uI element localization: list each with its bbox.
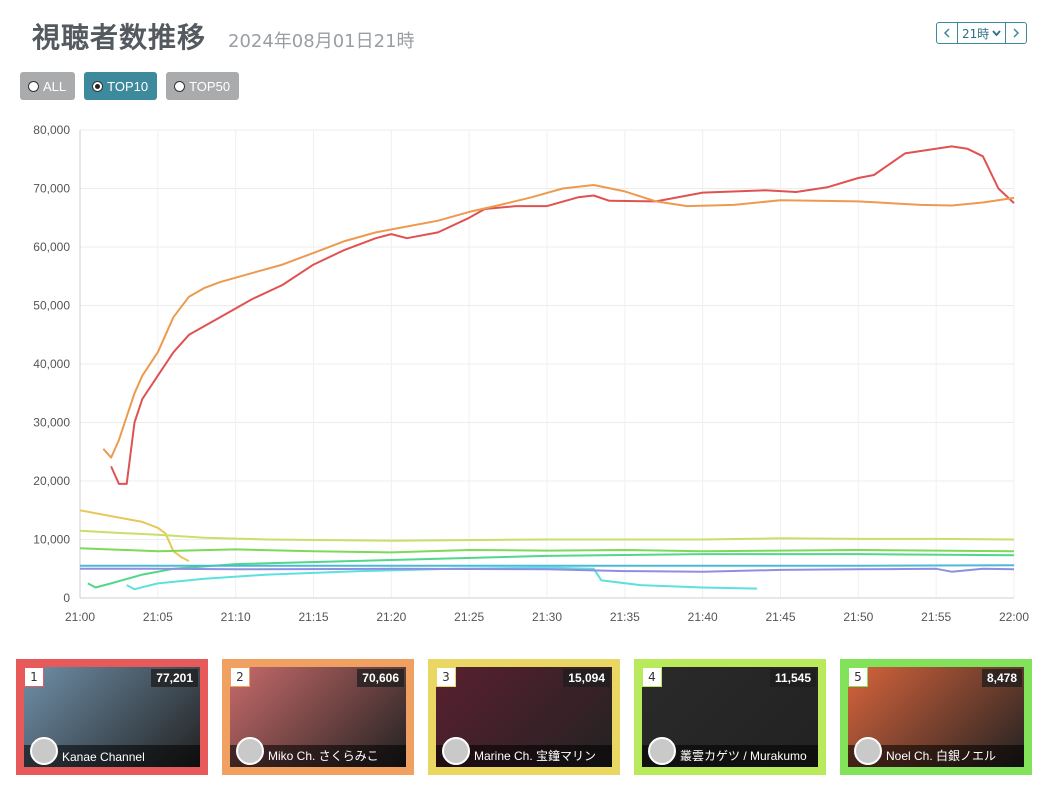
series-line-3 [79, 509, 190, 562]
x-tick-label: 21:05 [143, 610, 173, 624]
series-line-4 [79, 529, 1015, 542]
chevron-right-icon [1013, 28, 1020, 38]
x-tick-label: 21:00 [65, 610, 95, 624]
rank-badge: 3 [436, 667, 456, 687]
filter-label: TOP10 [107, 78, 149, 94]
y-tick-label: 80,000 [33, 123, 70, 137]
avatar [236, 737, 264, 765]
series-line-1 [110, 145, 1015, 485]
channel-name: Miko Ch. さくらみこ [268, 749, 379, 763]
filter-label: TOP50 [189, 78, 231, 94]
filter-top10[interactable]: TOP10 [84, 72, 158, 100]
series-line-9 [80, 567, 1015, 573]
channel-card-2[interactable]: 2 70,606 Miko Ch. さくらみこ [222, 659, 414, 775]
channel-name: Marine Ch. 宝鐘マリン [474, 749, 597, 763]
y-tick-label: 70,000 [33, 182, 70, 196]
page-subtitle: 2024年08月01日21時 [228, 31, 415, 52]
viewer-trend-chart: 0 10,000 20,000 30,000 40,000 50,000 60,000 70,… [33, 123, 1029, 624]
channel-name-bar [642, 745, 818, 767]
y-tick-label: 10,000 [33, 533, 70, 547]
x-tick-label: 21:15 [298, 610, 328, 624]
channel-card-1[interactable]: 1 77,201 Kanae Channel [16, 659, 208, 775]
radio-icon [28, 80, 39, 92]
chevron-down-icon [992, 30, 1001, 36]
rank-badge: 5 [848, 667, 868, 687]
y-tick-label: 30,000 [33, 416, 70, 430]
x-tick-label: 21:30 [532, 610, 562, 624]
avatar [854, 737, 882, 765]
avatar [648, 737, 676, 765]
x-tick-label: 21:35 [610, 610, 640, 624]
viewer-count: 15,094 [563, 669, 610, 687]
chevron-left-icon [943, 28, 950, 38]
viewer-count: 11,545 [769, 669, 816, 687]
y-tick-label: 0 [63, 591, 70, 605]
series-line-5 [79, 547, 1015, 554]
x-tick-label: 21:40 [688, 610, 718, 624]
viewer-count: 77,201 [151, 669, 198, 687]
channel-name-bar [848, 745, 1024, 767]
x-tick-label: 22:00 [999, 610, 1029, 624]
channel-name-bar [24, 745, 200, 767]
y-tick-label: 20,000 [33, 474, 70, 488]
prev-hour-button[interactable] [936, 22, 958, 44]
channel-name-bar [230, 745, 406, 767]
x-tick-label: 21:55 [921, 610, 951, 624]
hour-navigator: 21時 [936, 22, 1028, 44]
page-title: 視聴者数推移 [32, 21, 207, 54]
channel-name: 叢雲カゲツ / Murakumo [680, 749, 807, 763]
channel-card-3[interactable]: 3 15,094 Marine Ch. 宝鐘マリン [428, 659, 620, 775]
x-tick-label: 21:45 [765, 610, 795, 624]
x-tick-label: 21:50 [843, 610, 873, 624]
channel-card-4[interactable]: 4 11,545 叢雲カゲツ / Murakumo [634, 659, 826, 775]
rank-badge: 4 [642, 667, 662, 687]
radio-icon [92, 80, 104, 92]
hour-select-value: 21時 [962, 26, 990, 41]
filter-all[interactable]: ALL [20, 72, 76, 100]
viewer-count: 8,478 [981, 669, 1022, 687]
channel-name-bar [436, 745, 612, 767]
rank-badge: 1 [24, 667, 44, 687]
avatar [30, 737, 58, 765]
channel-name: Noel Ch. 白銀ノエル [886, 749, 997, 763]
x-tick-label: 21:10 [221, 610, 251, 624]
series-line-7 [80, 564, 1015, 567]
channel-card-5[interactable]: 5 8,478 Noel Ch. 白銀ノエル [840, 659, 1032, 775]
y-tick-label: 40,000 [33, 357, 70, 371]
next-hour-button[interactable] [1005, 22, 1028, 44]
channel-name: Kanae Channel [62, 750, 145, 764]
avatar [442, 737, 470, 765]
filter-group: ALL TOP10 TOP50 [20, 72, 240, 100]
rank-badge: 2 [230, 667, 250, 687]
series-line-6 [87, 553, 1015, 589]
y-tick-label: 60,000 [33, 240, 70, 254]
x-tick-label: 21:20 [376, 610, 406, 624]
filter-label: ALL [43, 78, 67, 94]
hour-select[interactable]: 21時 [958, 22, 1006, 44]
series-line-2 [102, 184, 1015, 459]
y-tick-label: 50,000 [33, 299, 70, 313]
viewer-count: 70,606 [357, 669, 404, 687]
filter-top50[interactable]: TOP50 [166, 72, 240, 100]
x-tick-label: 21:25 [454, 610, 484, 624]
radio-icon [174, 80, 186, 92]
